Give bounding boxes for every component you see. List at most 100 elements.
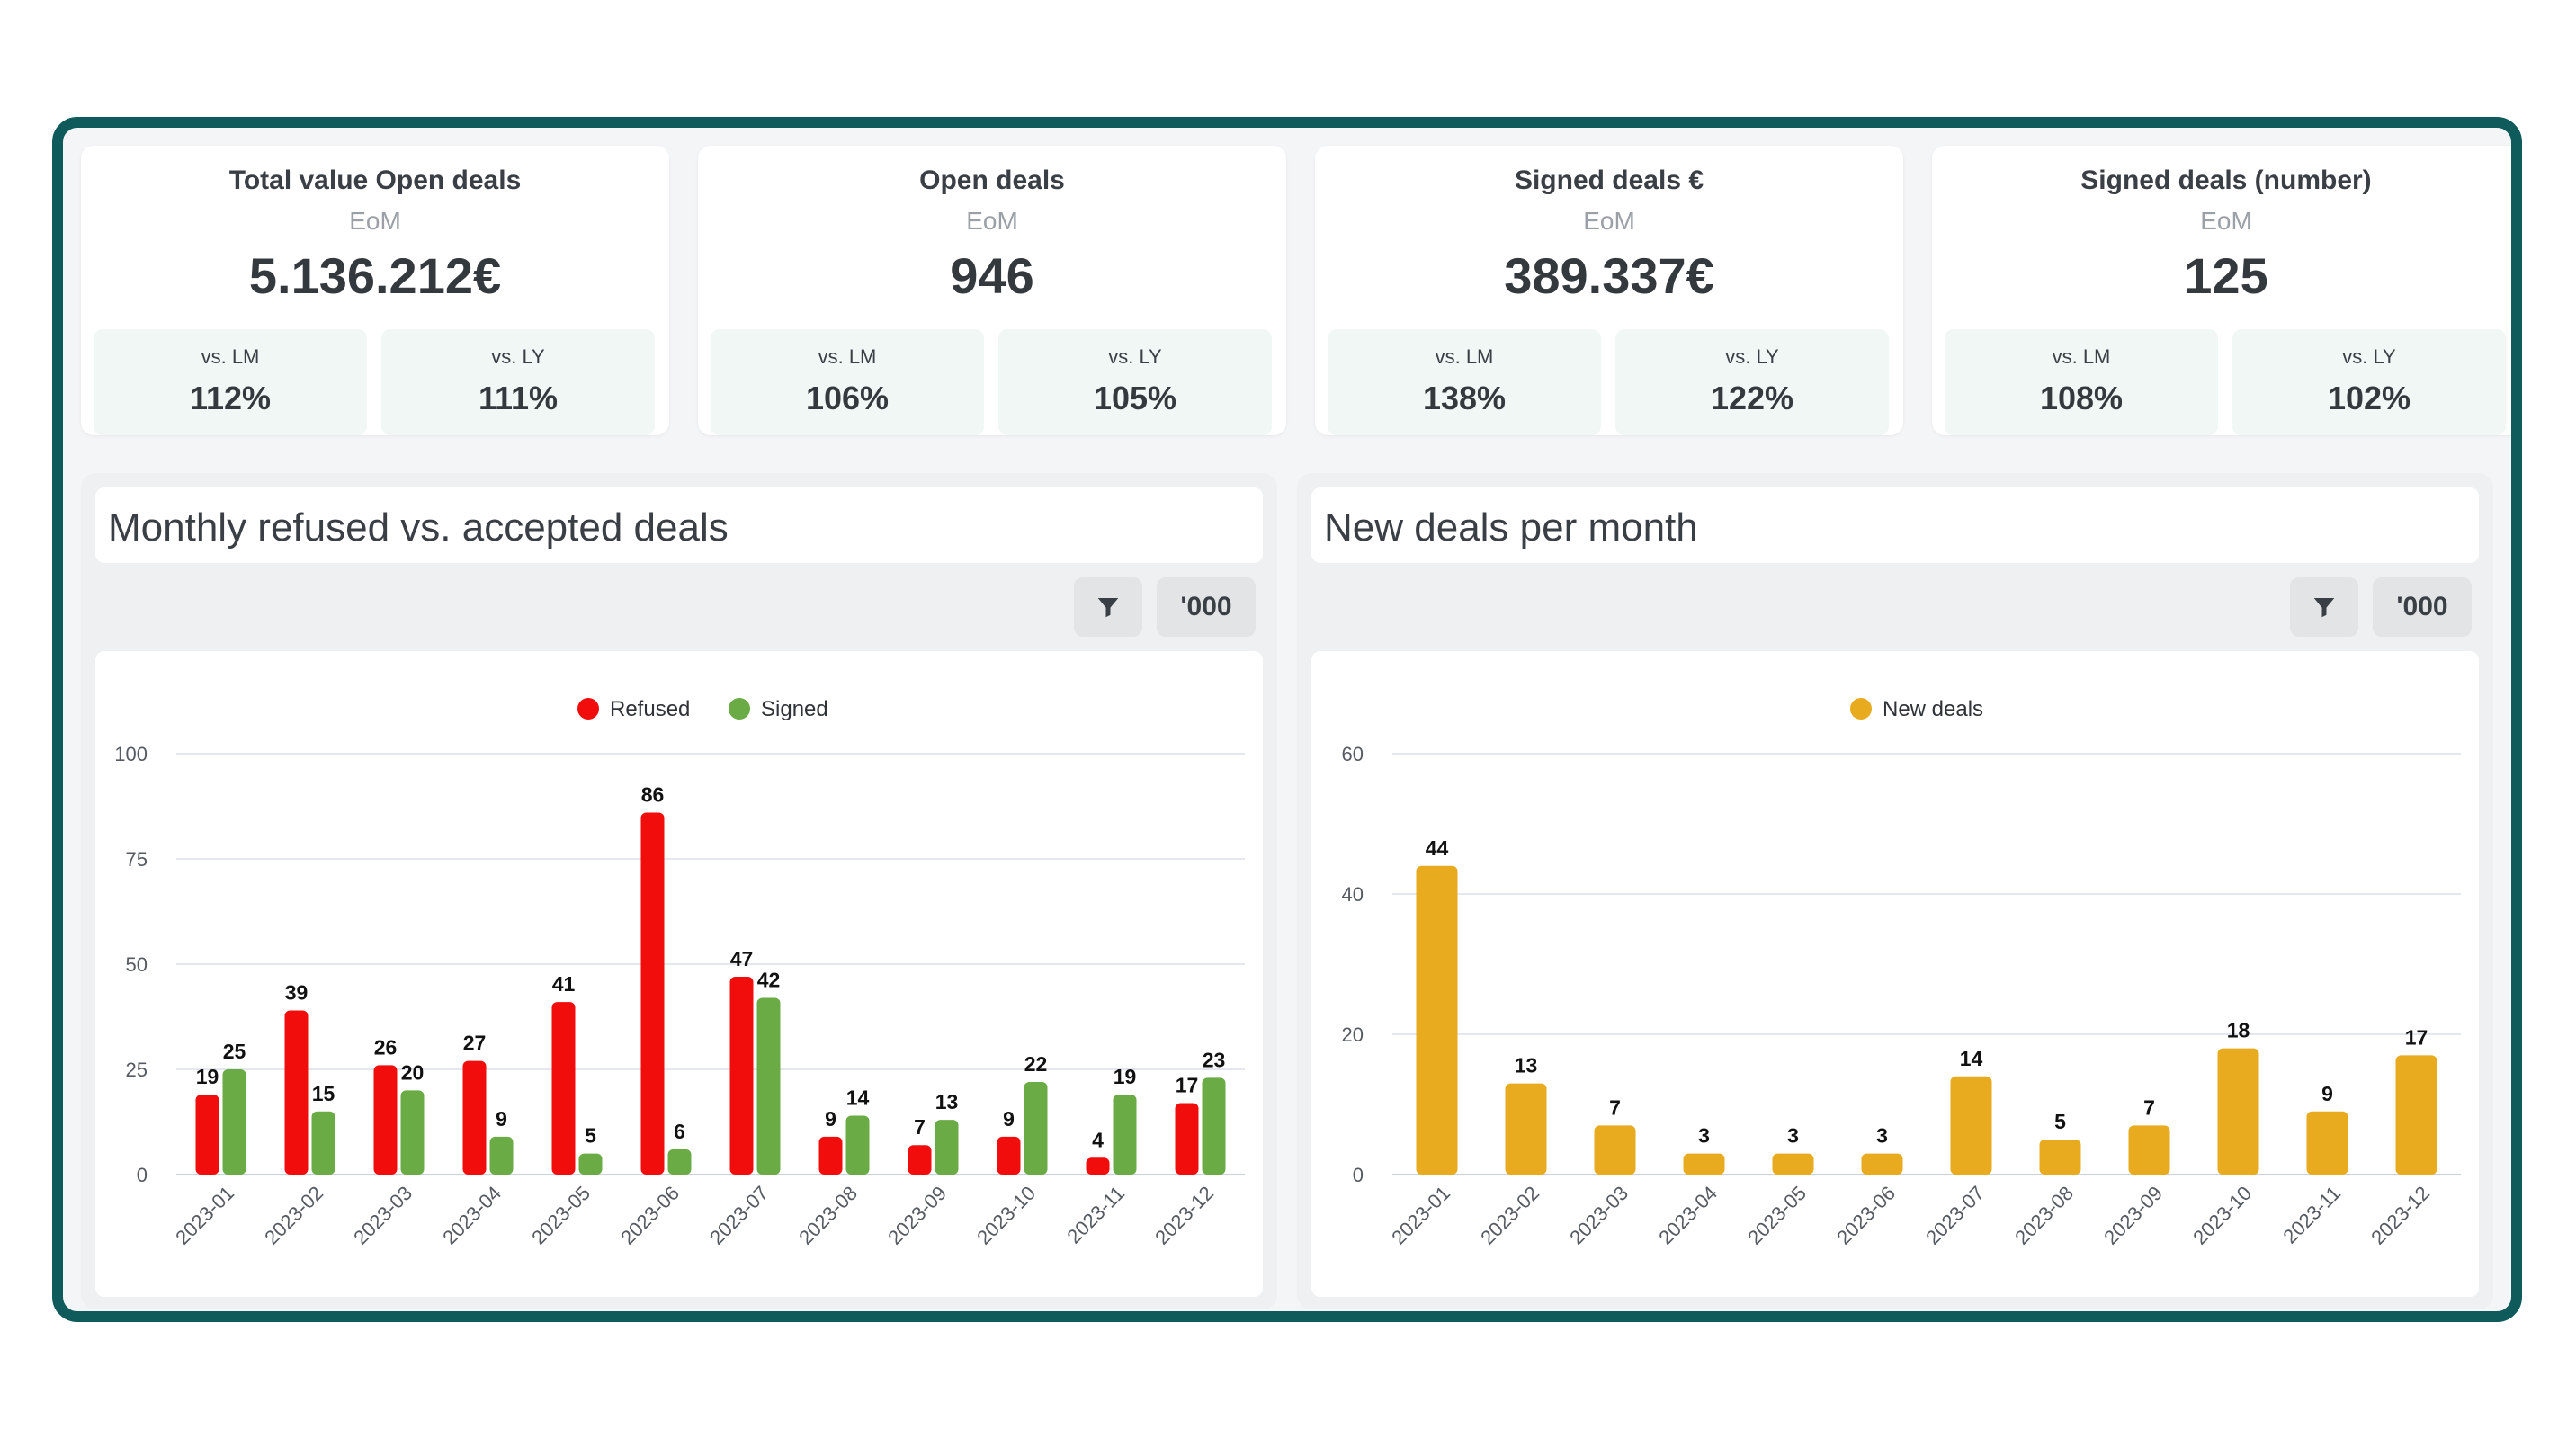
x-tick-label: 2023-02 [1476, 1182, 1543, 1249]
kpi-card-signed-deals-eur: Signed deals € EoM 389.337€ vs. LM 138% … [1315, 146, 1903, 435]
kpi-title: Open deals [919, 165, 1065, 195]
legend-label-refused: Refused [610, 697, 690, 721]
bar-new-deals-2023-11 [2306, 1111, 2348, 1175]
data-label: 7 [914, 1115, 926, 1139]
kpi-value: 5.136.212€ [248, 247, 502, 304]
kpi-value: 125 [2184, 247, 2268, 304]
y-tick-label: 60 [1342, 743, 1364, 765]
data-label: 13 [1515, 1054, 1538, 1077]
bar-new-deals-2023-07 [1950, 1076, 1992, 1175]
kpi-subtitle: EoM [1583, 207, 1635, 235]
bar-refused-2023-07 [729, 977, 754, 1175]
bar-refused-2023-06 [640, 812, 665, 1175]
bar-signed-2023-07 [756, 997, 781, 1175]
data-label: 19 [1114, 1065, 1137, 1088]
kpi-card-open-deals: Open deals EoM 946 vs. LM 106% vs. LY 10… [698, 146, 1286, 435]
data-label: 9 [496, 1107, 507, 1131]
bar-new-deals-2023-02 [1505, 1083, 1547, 1175]
unit-toggle-button[interactable]: '000 [2373, 577, 2472, 637]
x-tick-label: 2023-08 [2010, 1182, 2078, 1249]
panel-refused-vs-accepted: Monthly refused vs. accepted deals '000 … [81, 473, 1277, 1309]
data-label: 13 [935, 1090, 959, 1113]
bar-refused-2023-04 [462, 1060, 487, 1175]
data-label: 86 [641, 783, 665, 807]
bar-signed-2023-03 [400, 1090, 425, 1175]
x-tick-label: 2023-11 [2278, 1182, 2345, 1248]
data-label: 9 [2321, 1082, 2333, 1105]
y-tick-label: 25 [126, 1059, 148, 1081]
x-tick-label: 2023-04 [438, 1182, 505, 1249]
filter-icon [2313, 598, 2335, 618]
kpi-subtitle: EoM [349, 207, 401, 235]
unit-toggle-button[interactable]: '000 [1157, 577, 1256, 637]
data-label: 19 [196, 1065, 219, 1088]
filter-button[interactable] [1074, 577, 1142, 637]
bar-refused-2023-01 [195, 1095, 219, 1175]
data-label: 39 [285, 980, 309, 1004]
bar-new-deals-2023-04 [1683, 1153, 1725, 1175]
bar-signed-2023-02 [311, 1111, 335, 1175]
kpi-compare-lm: vs. LM 108% [1945, 329, 2218, 435]
kpi-title: Total value Open deals [228, 165, 522, 195]
x-tick-label: 2023-10 [2188, 1182, 2256, 1249]
y-tick-label: 75 [126, 848, 148, 871]
data-label: 4 [1092, 1128, 1104, 1151]
kpi-compare-ly: vs. LY 105% [998, 329, 1272, 435]
data-label: 3 [1698, 1124, 1710, 1148]
kpi-card-signed-deals-number: Signed deals (number) EoM 125 vs. LM 108… [1932, 146, 2511, 435]
new-deals-chart: 0 20 40 60 New deals 44 2023-01 13 2023-02 7 2023-… [1342, 697, 2461, 1249]
kpi-compare-lm: vs. LM 106% [711, 329, 984, 435]
data-label: 7 [2143, 1095, 2155, 1119]
compare-label: vs. LY [1108, 345, 1162, 368]
compare-value: 122% [1710, 380, 1794, 416]
data-label: 47 [730, 947, 754, 970]
data-label: 7 [1609, 1095, 1621, 1119]
data-label: 9 [825, 1107, 836, 1131]
data-label: 42 [757, 968, 781, 991]
data-label: 27 [463, 1032, 487, 1055]
x-tick-label: 2023-12 [1150, 1182, 1218, 1249]
filter-button[interactable] [2290, 577, 2358, 637]
bar-new-deals-2023-12 [2395, 1055, 2437, 1175]
bar-new-deals-2023-03 [1594, 1125, 1636, 1175]
x-tick-label: 2023-03 [1565, 1182, 1632, 1249]
compare-value: 102% [2327, 380, 2411, 416]
bar-refused-2023-03 [373, 1065, 398, 1175]
data-label: 23 [1203, 1048, 1226, 1071]
data-label: 20 [401, 1060, 425, 1084]
kpi-compare-ly: vs. LY 122% [1615, 329, 1889, 435]
bar-new-deals-2023-05 [1772, 1153, 1814, 1175]
compare-value: 138% [1422, 380, 1507, 416]
x-tick-label: 2023-05 [1743, 1182, 1811, 1249]
y-tick-label: 100 [114, 743, 148, 765]
compare-label: vs. LY [2342, 345, 2396, 368]
x-tick-label: 2023-07 [705, 1182, 773, 1249]
data-label: 18 [2227, 1019, 2250, 1042]
panel-header: New deals per month [1311, 487, 2479, 563]
filter-icon [1097, 598, 1119, 618]
compare-value: 105% [1093, 380, 1177, 416]
y-tick-label: 50 [126, 953, 148, 976]
compare-value: 106% [805, 380, 890, 416]
x-tick-label: 2023-01 [1387, 1182, 1454, 1249]
legend-marker-new-deals [1850, 698, 1872, 720]
bar-new-deals-2023-08 [2039, 1140, 2081, 1175]
data-label: 26 [374, 1035, 398, 1059]
bar-refused-2023-05 [551, 1002, 576, 1175]
x-tick-label: 2023-09 [2099, 1182, 2167, 1249]
data-label: 41 [552, 972, 576, 996]
compare-label: vs. LM [818, 345, 877, 368]
bar-signed-2023-05 [578, 1153, 603, 1175]
bar-signed-2023-09 [935, 1120, 959, 1175]
data-label: 5 [2054, 1110, 2066, 1133]
x-tick-label: 2023-07 [1921, 1182, 1989, 1249]
legend-marker-refused [577, 698, 599, 720]
y-tick-label: 40 [1342, 883, 1364, 906]
legend-label-new-deals: New deals [1883, 697, 1983, 721]
bar-signed-2023-12 [1202, 1077, 1226, 1175]
bar-signed-2023-06 [667, 1149, 692, 1175]
compare-label: vs. LM [1435, 345, 1494, 368]
legend-marker-signed [729, 698, 750, 720]
bar-signed-2023-08 [845, 1115, 870, 1175]
x-tick-label: 2023-02 [260, 1182, 327, 1249]
